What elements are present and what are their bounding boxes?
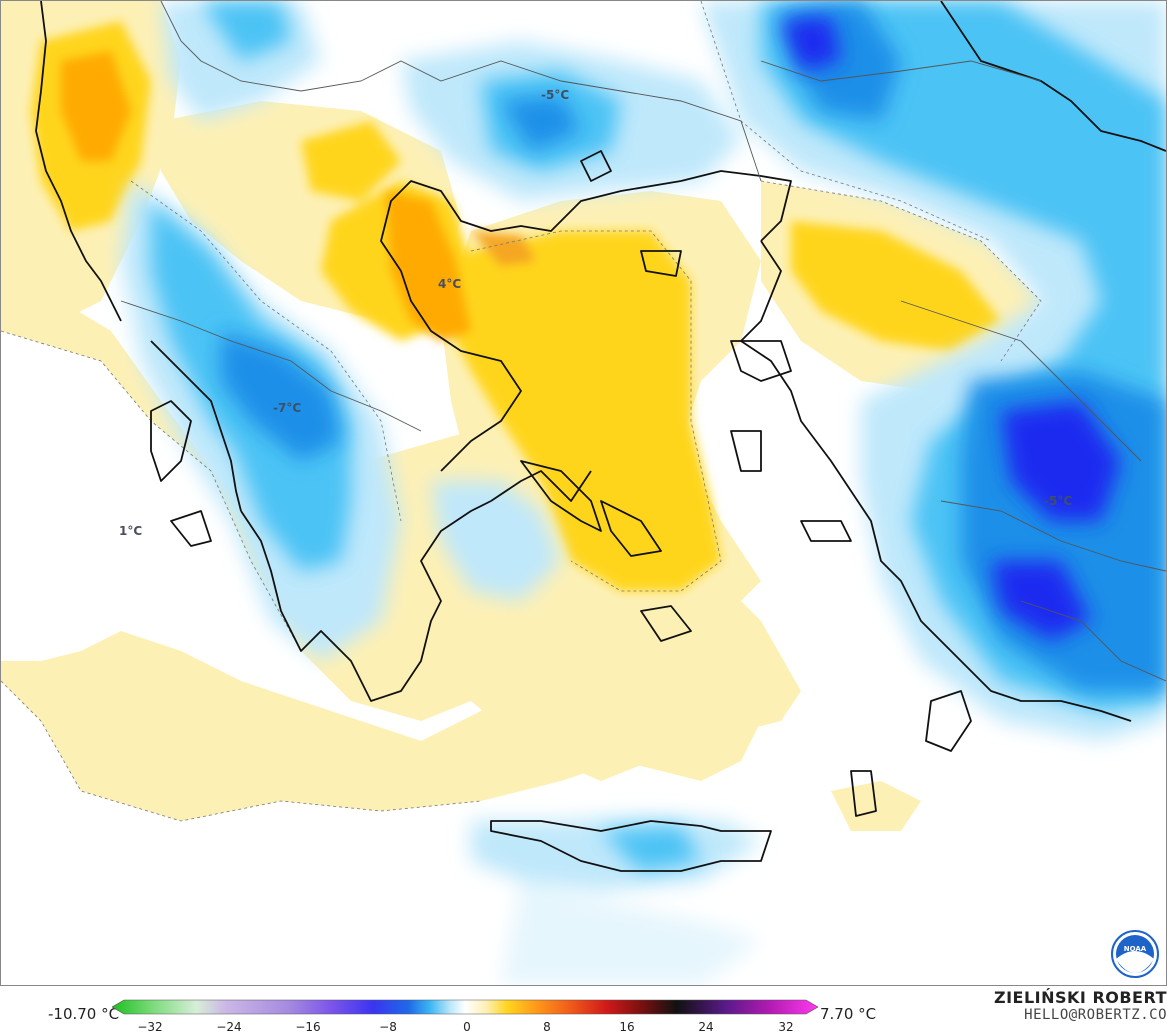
central-aegean-yellow [441, 231, 721, 591]
lesbos [730, 340, 792, 382]
thessaly-coast [400, 270, 522, 472]
contour-label-macedonia: 4°C [438, 277, 461, 291]
black-sea-coast [940, 1, 1166, 152]
southwest-warm-area [1, 631, 761, 821]
legend-tick: −16 [295, 1020, 321, 1034]
rhodes [925, 690, 972, 752]
chalkidiki-orange [471, 231, 536, 266]
limnos [640, 250, 682, 277]
thasos [580, 150, 612, 182]
legend-min-value: -10.70 °C [48, 1005, 120, 1023]
legend-tick: 24 [698, 1020, 714, 1034]
contour-label-anatolia: -5°C [1044, 494, 1072, 508]
epirus-blue [231, 441, 351, 571]
contour-label-n-bulgaria: -5°C [541, 88, 569, 102]
crete [490, 820, 772, 872]
peloponnese-light-blue [431, 481, 561, 601]
crete-light-blue [471, 816, 761, 891]
epirus-coast [150, 340, 242, 512]
south-light-blue [501, 881, 761, 985]
author-email[interactable]: HELLO@ROBERTZ.CO [1024, 1007, 1167, 1023]
crete-blue [601, 826, 701, 871]
contour-label-pindus: -7°C [273, 401, 301, 415]
turkey-west-coast [740, 240, 1132, 722]
author-name: ZIELIŃSKI ROBERT [993, 988, 1167, 1007]
bulgaria-deep-blue [501, 96, 581, 151]
naxos [640, 605, 692, 642]
legend-tick: −8 [379, 1020, 397, 1034]
legend-tick: 16 [619, 1020, 635, 1034]
coastlines [35, 1, 1166, 872]
adriatic-coast [35, 1, 122, 322]
albania-orange [61, 51, 131, 161]
anatolia-core-south [991, 561, 1091, 641]
temperature-anomaly-map: -5°C 4°C -7°C 1°C -5°C NOAA [0, 0, 1167, 986]
sporades [600, 500, 662, 557]
karpathos [850, 770, 877, 817]
legend-tick: −24 [216, 1020, 242, 1034]
euboea [520, 460, 602, 532]
borders [120, 1, 1166, 682]
legend-tick: 0 [463, 1020, 471, 1034]
north-blue [201, 1, 291, 61]
marmara-yellow [791, 221, 1001, 351]
peloponnese-coast [240, 500, 492, 702]
color-scale-bar [112, 999, 818, 1015]
corfu [150, 400, 192, 482]
legend-tick: 32 [778, 1020, 794, 1034]
anatolia-core [1001, 401, 1121, 521]
kefalonia [170, 510, 212, 547]
noaa-logo-text: NOAA [1124, 945, 1147, 953]
isolines [1, 1, 1042, 822]
chios [730, 430, 762, 472]
ionian-warm-area [1, 301, 801, 781]
noaa-logo: NOAA [1111, 930, 1159, 978]
legend-tick: −32 [137, 1020, 163, 1034]
macedonia-orange [386, 191, 471, 341]
contour-label-ionian: 1°C [119, 524, 142, 538]
thrace-yellow [301, 121, 401, 201]
thrace-coast [680, 170, 792, 242]
macedonia-coast [380, 180, 682, 272]
legend-tick: 8 [543, 1020, 551, 1034]
turkey-core [781, 16, 841, 71]
legend-max-value: 7.70 °C [820, 1005, 877, 1023]
pindus-deep-blue [221, 331, 341, 461]
attica-coast [490, 470, 592, 502]
samos [800, 520, 852, 542]
anomaly-field [1, 1, 1166, 985]
